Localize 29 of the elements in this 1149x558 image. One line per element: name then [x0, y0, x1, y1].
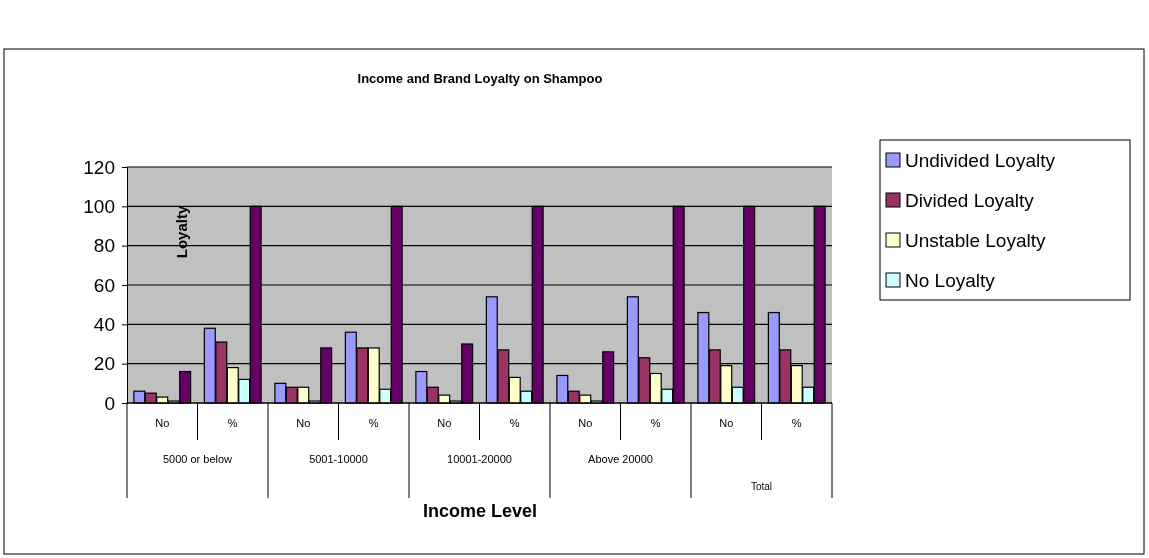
legend-label: Unstable Loyalty [905, 230, 1046, 251]
x-tick-label: % [650, 417, 661, 429]
text: 5001-10000 [309, 453, 368, 465]
x-tick-label: % [509, 417, 520, 429]
x-tick-label: % [227, 417, 238, 429]
x-tick-label: No [578, 417, 593, 429]
legend-label: No Loyalty [905, 270, 996, 291]
x-tick-label: No [296, 417, 311, 429]
x-tick-label: % [368, 417, 379, 429]
text: Total [750, 481, 773, 492]
y-tick-label: 0 [104, 392, 115, 414]
x-tick-label: No [719, 417, 734, 429]
x-tick-label: No [155, 417, 170, 429]
y-tick-label: 60 [93, 274, 115, 296]
x-axis-title: Income Level [422, 501, 538, 521]
y-axis-title: Loyalty [173, 205, 190, 259]
x-tick-label: % [791, 417, 802, 429]
text: Above 20000 [588, 453, 653, 465]
y-tick-label: 100 [83, 195, 115, 217]
text: 10001-20000 [447, 453, 512, 465]
y-tick-label: 40 [93, 313, 115, 335]
y-tick-label: 20 [93, 353, 115, 375]
legend-label: Undivided Loyalty [905, 150, 1056, 171]
chart-title: Income and Brand Loyalty on Shampoo [357, 71, 603, 86]
y-tick-label: 80 [93, 235, 115, 257]
x-tick-label: No [437, 417, 452, 429]
text: 5000 or below [162, 453, 233, 465]
y-tick-label: 120 [83, 156, 115, 178]
legend-label: Divided Loyalty [905, 190, 1035, 211]
